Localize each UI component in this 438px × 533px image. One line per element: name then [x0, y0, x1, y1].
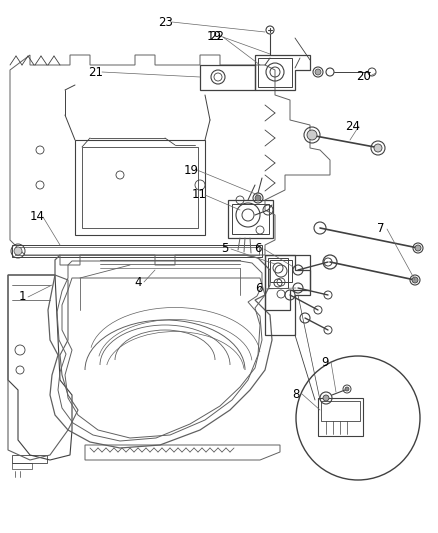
- Text: 19: 19: [184, 164, 198, 176]
- Text: 9: 9: [321, 356, 329, 368]
- Bar: [232, 204, 269, 234]
- Bar: [12, 455, 47, 463]
- Text: 22: 22: [209, 30, 225, 44]
- Bar: [258, 58, 292, 87]
- Text: 6: 6: [255, 282, 263, 295]
- Text: 20: 20: [357, 69, 371, 83]
- Text: 11: 11: [191, 189, 206, 201]
- Circle shape: [415, 245, 421, 251]
- Circle shape: [412, 277, 418, 283]
- Bar: [268, 258, 288, 288]
- Bar: [15, 247, 259, 255]
- Text: 24: 24: [346, 119, 360, 133]
- Circle shape: [307, 130, 317, 140]
- Text: 23: 23: [159, 15, 173, 28]
- Circle shape: [345, 387, 349, 391]
- Circle shape: [374, 144, 382, 152]
- Circle shape: [255, 195, 261, 201]
- Bar: [75, 140, 205, 235]
- Bar: [321, 401, 360, 421]
- Circle shape: [323, 395, 329, 401]
- Bar: [82, 147, 198, 228]
- Circle shape: [315, 69, 321, 75]
- Text: 21: 21: [88, 66, 103, 78]
- Circle shape: [14, 247, 22, 255]
- Bar: [318, 398, 363, 436]
- Bar: [12, 245, 262, 257]
- Text: 6: 6: [254, 243, 262, 255]
- Bar: [12, 463, 32, 469]
- Text: 7: 7: [377, 222, 385, 236]
- Text: 1: 1: [18, 290, 26, 303]
- Bar: [228, 200, 273, 238]
- Text: 5: 5: [221, 243, 229, 255]
- Text: 19: 19: [206, 29, 222, 43]
- Text: 4: 4: [134, 276, 142, 288]
- Text: 14: 14: [29, 211, 45, 223]
- Text: 8: 8: [292, 387, 300, 400]
- Bar: [270, 260, 292, 282]
